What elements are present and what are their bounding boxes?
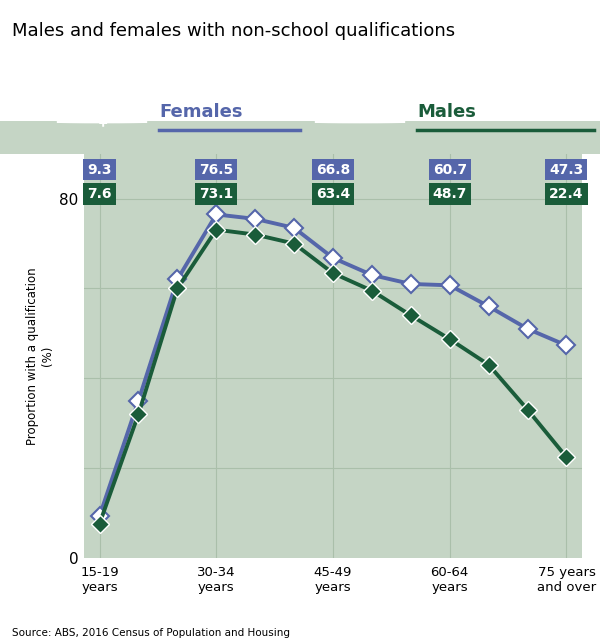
Text: Females: Females (159, 103, 242, 121)
Bar (0, 121, 600, 154)
Text: 76.5: 76.5 (199, 163, 233, 176)
Text: 66.8: 66.8 (316, 163, 350, 176)
Ellipse shape (57, 120, 147, 121)
Text: 73.1: 73.1 (199, 187, 233, 201)
Y-axis label: Proportion with a qualification
(%): Proportion with a qualification (%) (26, 267, 53, 445)
Text: ♀: ♀ (94, 107, 110, 127)
Text: 47.3: 47.3 (550, 163, 584, 176)
Text: 48.7: 48.7 (433, 187, 467, 201)
Text: Males and females with non-school qualifications: Males and females with non-school qualif… (12, 22, 455, 40)
Text: ♂: ♂ (350, 107, 370, 127)
Text: 7.6: 7.6 (88, 187, 112, 201)
Text: Males: Males (417, 103, 476, 121)
Text: Source: ABS, 2016 Census of Population and Housing: Source: ABS, 2016 Census of Population a… (12, 628, 290, 638)
Ellipse shape (315, 120, 405, 121)
Text: 22.4: 22.4 (549, 187, 584, 201)
Text: 9.3: 9.3 (88, 163, 112, 176)
Text: 63.4: 63.4 (316, 187, 350, 201)
Text: 60.7: 60.7 (433, 163, 467, 176)
